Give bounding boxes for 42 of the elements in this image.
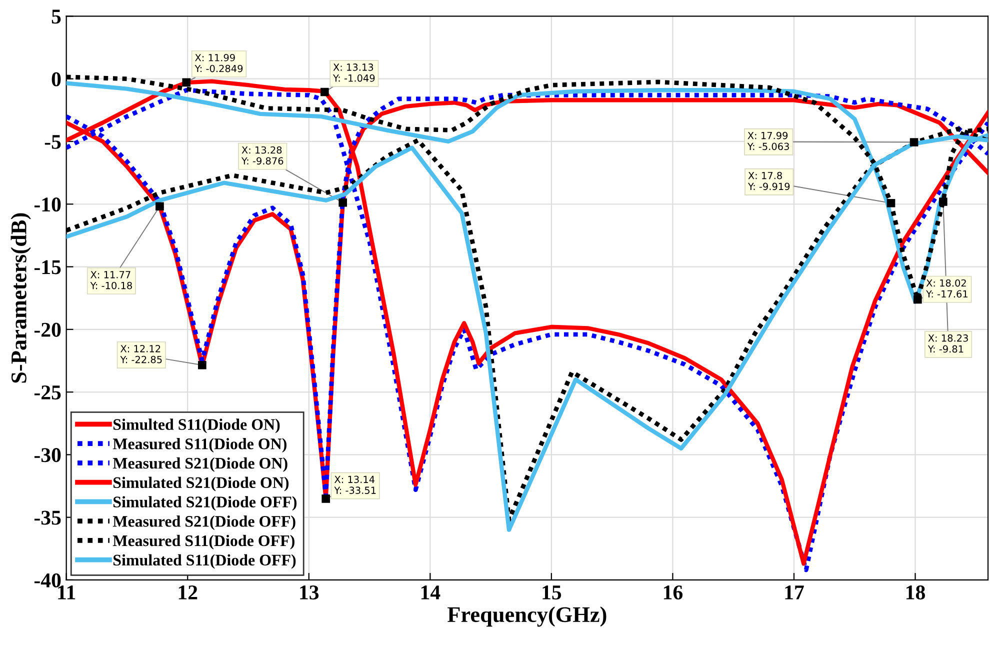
annotation: X: 13.13 Y: -1.049: [332, 64, 375, 82]
annotation: X: 12.12 Y: -22.85: [120, 344, 162, 364]
annotation: X: 18.02 Y: -17.61: [926, 279, 968, 298]
x-tick-label: 18: [906, 585, 925, 600]
y-tick-label: -20: [34, 322, 61, 337]
x-tick-label: 12: [178, 585, 198, 600]
x-tick-label: 16: [664, 585, 683, 600]
y-tick-label: -25: [34, 385, 61, 400]
legend-label: Measured S21(Diode OFF): [112, 516, 296, 530]
y-axis-title: S-Parameters(dB): [10, 213, 31, 383]
legend-label: Simulted S11(Diode ON): [114, 418, 280, 434]
point: [886, 198, 896, 208]
legend-label: Measured S21(Diode ON): [112, 457, 288, 472]
y-tick-label: -10: [34, 197, 61, 212]
point: [938, 198, 948, 206]
annotation: X: 18.23 Y: -9.81: [928, 334, 968, 353]
y-tick-label: -35: [34, 510, 61, 525]
x-tick-label: 17: [785, 586, 804, 600]
legend-label: Simulated S11(Diode OFF): [114, 554, 296, 569]
x-tick-label: 11: [58, 586, 76, 600]
legend-label: Simulated S21(Diode OFF): [114, 496, 297, 511]
x-tick-label: 14: [421, 586, 440, 600]
point: [910, 138, 918, 146]
point: [914, 295, 922, 304]
annotation: X: 13.28 Y: -9.876: [241, 146, 284, 165]
y-tick-label: -40: [34, 573, 61, 588]
annotation: X: 11.77 Y: -10.18: [90, 271, 132, 290]
annotation: X: 11.99 Y: -0.2849: [194, 54, 243, 72]
y-tick-label: -5: [44, 135, 61, 149]
annotation: X: 17.8 Y: -9.919: [748, 172, 790, 190]
x-tick-label: 15: [542, 586, 562, 600]
y-tick-label: 0: [52, 72, 61, 86]
y-tick-label: -15: [34, 260, 61, 274]
annotation: X: 17.99 Y: -5.063: [747, 132, 789, 150]
legend-label: Measured S11(Diode ON): [112, 438, 286, 453]
y-tick-label: -30: [34, 448, 61, 462]
x-axis-title: Frequency(GHz): [448, 606, 606, 627]
legend-label: Measured S11(Diode OFF): [112, 534, 294, 550]
legend-label: Simulated S21(Diode ON): [114, 476, 289, 492]
annotation: X: 13.14 Y: -33.51: [334, 476, 376, 494]
y-tick-label: 5: [52, 10, 61, 24]
x-tick-label: 13: [300, 585, 319, 600]
